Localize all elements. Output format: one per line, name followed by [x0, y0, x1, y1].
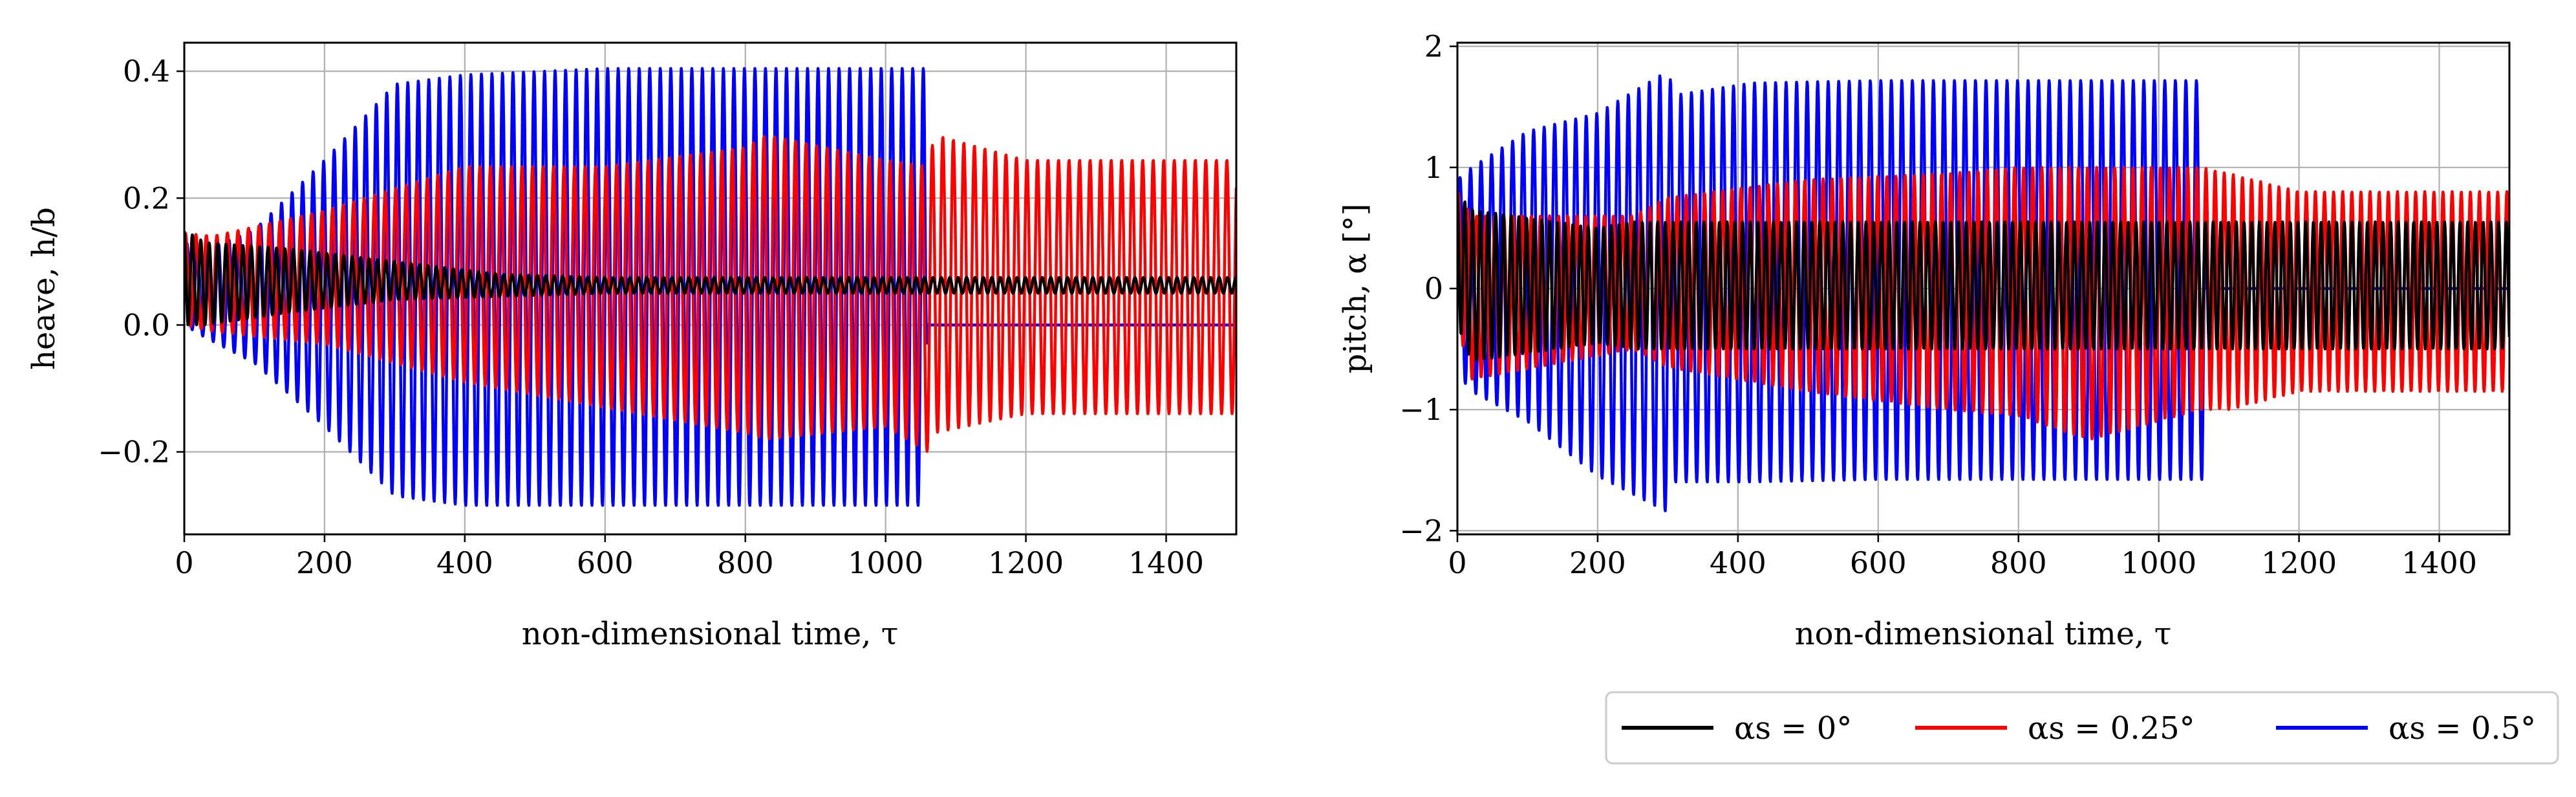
legend-label: αs = 0.25° [2028, 710, 2195, 747]
legend-frame [1605, 691, 2559, 765]
heave-x-axis-label: non-dimensional time, τ [522, 616, 899, 652]
heave-chart: 0 200 400 600 800 1000 1200 1400 −0.2 0.0 0.2 0.4 n… [26, 41, 1238, 652]
x-tick-label: 1200 [988, 545, 1064, 580]
pitch-ticks: 0 200 400 600 800 1000 1200 1400 −2 −1 0 1 2 [1399, 29, 2477, 580]
y-tick-label: 1 [1424, 150, 1443, 185]
series-line [184, 135, 1236, 453]
y-tick-label: −1 [1399, 392, 1443, 427]
legend-label: αs = 0.5° [2388, 710, 2536, 747]
x-tick-label: 400 [436, 545, 493, 580]
x-tick-label: 0 [1448, 545, 1466, 580]
pitch-x-axis-label: non-dimensional time, τ [1795, 616, 2172, 652]
pitch-series [1457, 74, 2509, 512]
legend: αs = 0° αs = 0.25° αs = 0.5° [1605, 691, 2559, 765]
heave-ticks: 0 200 400 600 800 1000 1200 1400 −0.2 0.0 0.2 0.4 [98, 54, 1204, 580]
y-tick-label: 0.4 [123, 54, 170, 89]
x-tick-label: 600 [577, 545, 634, 580]
heave-y-axis-label: heave, h/b [26, 207, 62, 370]
heave-series [184, 67, 1236, 507]
x-tick-label: 0 [175, 545, 193, 580]
y-tick-label: 2 [1424, 29, 1443, 64]
y-tick-label: −0.2 [98, 435, 170, 470]
x-tick-label: 800 [717, 545, 774, 580]
legend-entry: αs = 0.25° [1915, 710, 2195, 747]
x-tick-label: 1200 [2261, 545, 2337, 580]
pitch-chart: 0 200 400 600 800 1000 1200 1400 −2 −1 0 1 2 non-dim… [1337, 29, 2511, 652]
x-tick-label: 200 [296, 545, 353, 580]
series-line [1457, 193, 2509, 362]
y-tick-label: 0 [1424, 271, 1443, 306]
heave-axes-frame [183, 41, 1238, 536]
y-tick-label: 0.2 [123, 180, 170, 215]
series-line [184, 231, 1236, 327]
x-tick-label: 1400 [1128, 545, 1204, 580]
pitch-y-axis-label: pitch, α [°] [1337, 204, 1373, 374]
x-tick-label: 600 [1850, 545, 1907, 580]
legend-entry: αs = 0° [1622, 710, 1852, 747]
x-tick-label: 200 [1569, 545, 1626, 580]
x-tick-label: 400 [1710, 545, 1766, 580]
x-tick-label: 1400 [2401, 545, 2477, 580]
y-tick-label: −2 [1399, 513, 1443, 548]
legend-label: αs = 0° [1734, 710, 1852, 747]
legend-entry: αs = 0.5° [2276, 710, 2536, 747]
x-tick-label: 1000 [2121, 545, 2196, 580]
y-tick-label: 0.0 [123, 307, 170, 342]
x-tick-label: 1000 [848, 545, 923, 580]
x-tick-label: 800 [1990, 545, 2047, 580]
